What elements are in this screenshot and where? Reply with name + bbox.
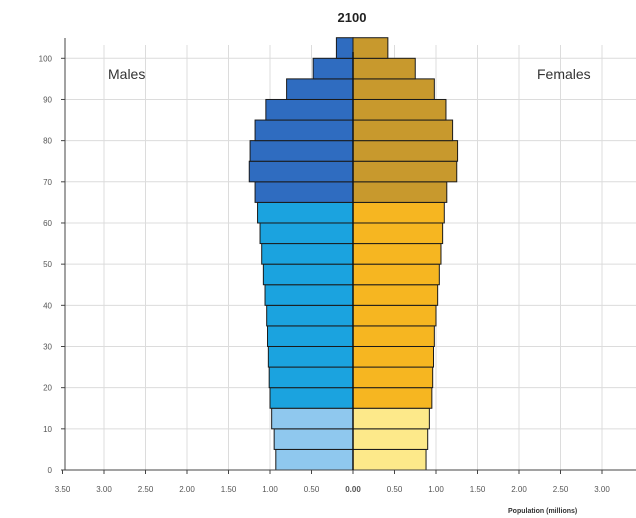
y-tick-label: 0	[48, 466, 53, 475]
male-bar-95-99	[312, 57, 354, 80]
female-bar-60-64	[352, 201, 445, 224]
female-bar-15-19	[352, 387, 433, 409]
x-tick-label: 0.50	[387, 485, 403, 494]
female-bar-100+	[352, 37, 389, 59]
female-bar-10-14	[352, 407, 430, 430]
male-bar-40-44	[264, 284, 354, 306]
chart-title: 2100	[338, 10, 367, 25]
females-label: Females	[537, 66, 591, 82]
male-bar-90-94	[286, 78, 354, 100]
male-bar-30-34	[267, 325, 354, 347]
female-bar-75-79	[352, 140, 459, 162]
males-label: Males	[108, 66, 145, 82]
male-bar-45-49	[262, 263, 354, 286]
male-bar-70-74	[248, 160, 354, 183]
x-axis-label: Population (millions)	[508, 508, 577, 515]
x-tick-label: 2.00	[511, 485, 527, 494]
x-tick-label: 0.50	[304, 485, 320, 494]
female-bar-25-29	[352, 345, 435, 368]
y-tick-label: 20	[43, 384, 52, 393]
female-bar-5-9	[352, 428, 429, 450]
y-tick-label: 10	[43, 425, 52, 434]
female-bar-65-69	[352, 181, 448, 203]
female-bar-85-89	[352, 98, 447, 121]
male-bar-55-59	[259, 222, 354, 245]
x-tick-label: 1.00	[262, 485, 278, 494]
y-tick-label: 60	[43, 219, 52, 228]
male-bar-80-84	[254, 119, 354, 142]
male-bar-60-64	[257, 201, 354, 224]
male-bar-10-14	[271, 407, 354, 430]
x-tick-label: 2.00	[179, 485, 195, 494]
x-tick-label: 3.50	[55, 485, 71, 494]
female-bar-30-34	[352, 325, 435, 347]
female-bar-90-94	[352, 78, 435, 100]
y-tick-label: 100	[39, 54, 53, 63]
male-bar-65-69	[254, 181, 354, 203]
y-tick-label: 50	[43, 260, 52, 269]
female-bar-35-39	[352, 304, 437, 327]
bars	[248, 37, 459, 471]
male-bar-20-24	[268, 366, 354, 389]
female-bar-55-59	[352, 222, 444, 245]
x-tick-label: 1.50	[470, 485, 486, 494]
y-tick-label: 70	[43, 178, 52, 187]
y-tick-label: 80	[43, 137, 52, 146]
male-bar-5-9	[273, 428, 354, 450]
labels: 2100 Males Females Population (millions)	[108, 10, 591, 515]
male-bar-35-39	[266, 304, 354, 327]
female-bar-40-44	[352, 284, 439, 306]
y-tick-label: 40	[43, 301, 52, 310]
female-bar-45-49	[352, 263, 440, 286]
female-bar-20-24	[352, 366, 434, 389]
axes: 0 10 20 30 40 50 60 70 80 90 100 3.50 3.00 2.50 2.00 1.…	[39, 38, 636, 494]
x-tick-label: 3.00	[594, 485, 610, 494]
male-bar-25-29	[267, 345, 354, 368]
x-tick-label: 0.00	[345, 485, 361, 494]
female-bar-80-84	[352, 119, 454, 142]
female-bar-70-74	[352, 160, 458, 183]
x-tick-label: 2.50	[553, 485, 569, 494]
female-bar-50-54	[352, 243, 442, 265]
female-bar-0-4	[352, 448, 427, 471]
x-tick-label: 2.50	[138, 485, 154, 494]
y-tick-label: 90	[43, 95, 52, 104]
female-bar-95-99	[352, 57, 416, 80]
male-bar-75-79	[249, 140, 354, 162]
male-bar-50-54	[261, 243, 354, 265]
male-bar-0-4	[275, 448, 354, 471]
y-tick-label: 30	[43, 342, 52, 351]
male-bar-100+	[335, 37, 354, 59]
x-tick-label: 1.50	[221, 485, 237, 494]
x-tick-label: 1.00	[428, 485, 444, 494]
male-bar-85-89	[265, 98, 354, 121]
male-bar-15-19	[269, 387, 354, 409]
x-tick-label: 3.00	[96, 485, 112, 494]
